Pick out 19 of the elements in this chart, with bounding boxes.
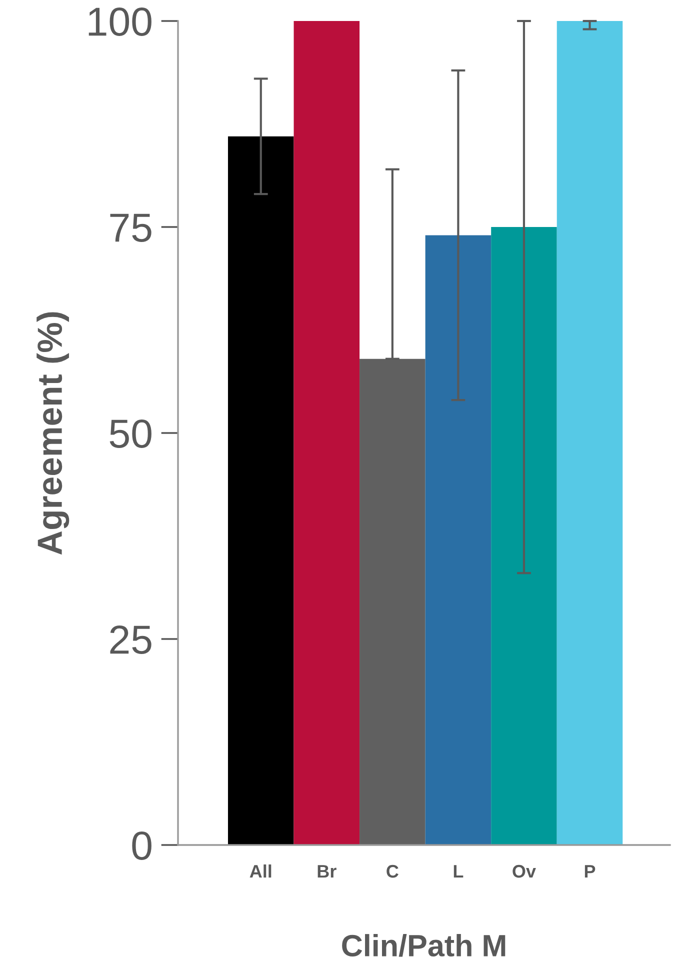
x-tick-label: Ov — [512, 864, 536, 878]
y-tick-label: 50 — [110, 419, 152, 448]
bar — [491, 227, 557, 845]
bar — [556, 21, 623, 845]
x-tick-label: C — [386, 864, 398, 878]
x-tick-label: All — [250, 864, 272, 878]
bar — [294, 21, 360, 845]
x-axis-title: Clin/Path M — [342, 934, 506, 957]
x-tick-label: Br — [318, 865, 336, 878]
x-tick-label: P — [584, 865, 596, 878]
y-tick-label: 0 — [132, 831, 152, 860]
x-tick-label: L — [454, 865, 464, 878]
bar — [425, 235, 492, 845]
y-tick-label: 25 — [110, 625, 152, 654]
bar — [360, 358, 426, 845]
y-axis-title: Agreement (%) — [36, 312, 70, 555]
y-tick-label: 100 — [88, 7, 152, 36]
bar — [228, 136, 294, 845]
y-tick-label: 75 — [110, 214, 152, 242]
